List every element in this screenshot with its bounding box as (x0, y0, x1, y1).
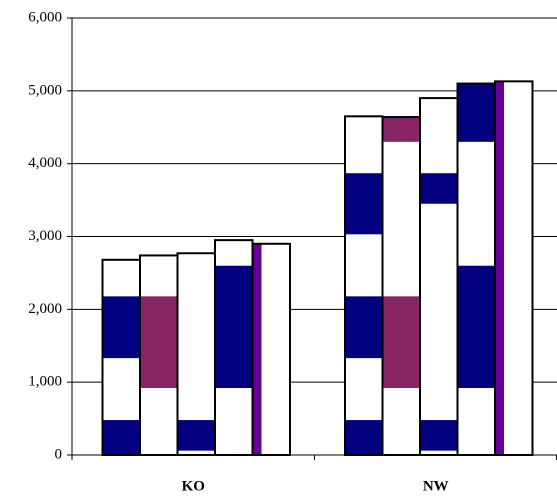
bar-segment (102, 420, 140, 455)
bar-segment (345, 234, 383, 297)
bar-outline (494, 80, 534, 457)
bar-segment (102, 259, 140, 297)
y-tick-label: 0 (55, 446, 63, 462)
bar-segment (140, 296, 178, 388)
y-tick-label: 1,000 (28, 374, 62, 390)
bar-segment (177, 450, 215, 455)
bar-segment (457, 387, 495, 455)
bar-segment (457, 141, 495, 266)
bar-segment (102, 296, 140, 359)
y-tick-label: 6,000 (28, 9, 62, 25)
bar-segment (345, 420, 383, 455)
bar-segment (345, 173, 383, 235)
bar-segment (345, 116, 383, 174)
y-tick-label: 5,000 (28, 82, 62, 98)
y-tick-label: 3,000 (28, 228, 62, 244)
bar-segment (345, 358, 383, 421)
bar-segment (457, 83, 495, 142)
bar-segment (177, 420, 215, 451)
bar-segment (382, 117, 420, 142)
bar-segment (102, 358, 140, 421)
bar-stripe (253, 243, 262, 455)
bar-segment (382, 141, 420, 297)
x-tick-label: KO (182, 478, 205, 494)
bar-segment (457, 265, 495, 388)
bar-segment (420, 98, 458, 174)
bar-outline (251, 242, 291, 456)
bar-segment (420, 450, 458, 455)
bar-segment (420, 173, 458, 204)
bar-segment (177, 253, 215, 421)
bar-segment (140, 387, 178, 455)
bar-segment (382, 387, 420, 455)
bar-segment (215, 387, 253, 455)
bar-segment (140, 255, 178, 297)
y-tick-label: 2,000 (28, 301, 62, 317)
bar-segment (215, 240, 253, 266)
bar-segment (420, 203, 458, 421)
bar-stripe (496, 81, 504, 456)
x-tick-label: NW (423, 478, 449, 494)
bar-segment (420, 420, 458, 451)
bar-segment (382, 296, 420, 388)
y-tick-label: 4,000 (28, 155, 62, 171)
bar-segment (345, 296, 383, 359)
bar-segment (215, 265, 253, 388)
